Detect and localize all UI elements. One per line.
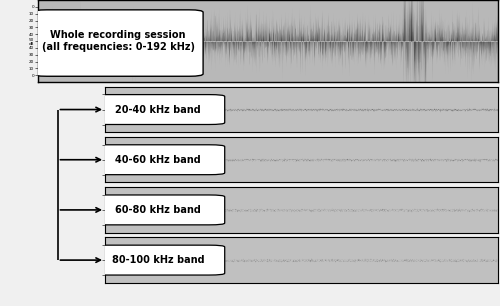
FancyBboxPatch shape	[92, 145, 224, 175]
Text: 20-40 kHz band: 20-40 kHz band	[115, 105, 201, 114]
FancyBboxPatch shape	[92, 95, 224, 125]
FancyBboxPatch shape	[33, 10, 203, 76]
Text: 60-80 kHz band: 60-80 kHz band	[115, 205, 201, 215]
FancyBboxPatch shape	[92, 245, 224, 275]
Text: Whole recording session
(all frequencies: 0-192 kHz): Whole recording session (all frequencies…	[42, 30, 194, 52]
FancyBboxPatch shape	[92, 195, 224, 225]
Text: 40-60 kHz band: 40-60 kHz band	[115, 155, 201, 165]
Text: 80-100 kHz band: 80-100 kHz band	[112, 255, 204, 265]
